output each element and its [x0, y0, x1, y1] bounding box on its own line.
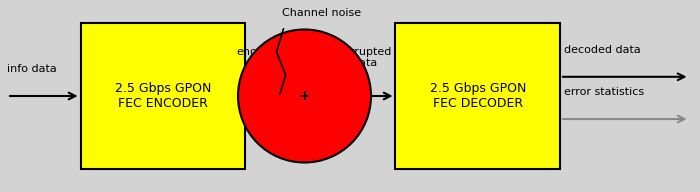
Text: encoded
data: encoded data: [236, 47, 284, 68]
Bar: [80, 23, 245, 169]
Text: 2.5 Gbps GPON
FEC ENCODER: 2.5 Gbps GPON FEC ENCODER: [115, 82, 211, 110]
Text: +: +: [299, 89, 310, 103]
Text: Channel noise: Channel noise: [282, 8, 362, 18]
Text: corrupted
data: corrupted data: [337, 47, 392, 68]
Text: error statistics: error statistics: [564, 87, 643, 97]
Text: decoded data: decoded data: [564, 45, 640, 55]
Text: info data: info data: [7, 64, 57, 74]
Bar: [395, 23, 560, 169]
Text: 2.5 Gbps GPON
FEC DECODER: 2.5 Gbps GPON FEC DECODER: [430, 82, 526, 110]
Ellipse shape: [238, 30, 371, 162]
